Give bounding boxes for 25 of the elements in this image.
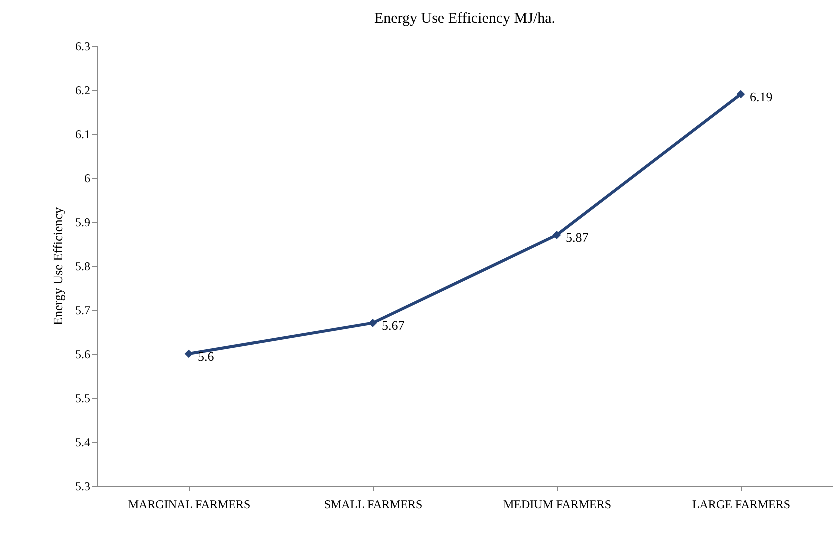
data-label: 5.87	[566, 230, 590, 246]
point	[184, 350, 194, 358]
x-tick-label: MARGINAL FARMERS	[128, 498, 251, 512]
x-tick-label: SMALL FARMERS	[324, 498, 423, 512]
y-tick-label: 5.9	[76, 216, 90, 230]
point	[736, 90, 746, 99]
y-tick-label: 5.7	[76, 304, 90, 318]
chart-title: Energy Use Efficiency MJ/ha.	[374, 11, 556, 27]
y-tick-label: 6	[84, 172, 90, 186]
y-tick-label: 5.5	[76, 392, 90, 406]
data-label: 5.6	[198, 349, 215, 364]
x-tick-label: LARGE FARMERS	[692, 498, 791, 512]
y-tick-label: 5.3	[76, 480, 90, 494]
point	[552, 231, 562, 240]
y-tick-label: 5.4	[76, 436, 90, 450]
point	[368, 319, 378, 328]
data-label: 5.67	[382, 318, 406, 334]
y-tick-label: 6.1	[76, 128, 90, 142]
y-tick-label: 6.2	[76, 84, 90, 98]
data-label: 6.19	[750, 89, 773, 104]
y-tick-label: 5.6	[76, 348, 90, 362]
x-tick-label: MEDIUM FARMERS	[503, 498, 612, 512]
y-tick-label: 6.3	[76, 40, 90, 54]
y-tick-label: 5.8	[76, 260, 90, 274]
y-axis-title: Energy Use Efficiency	[50, 207, 66, 326]
